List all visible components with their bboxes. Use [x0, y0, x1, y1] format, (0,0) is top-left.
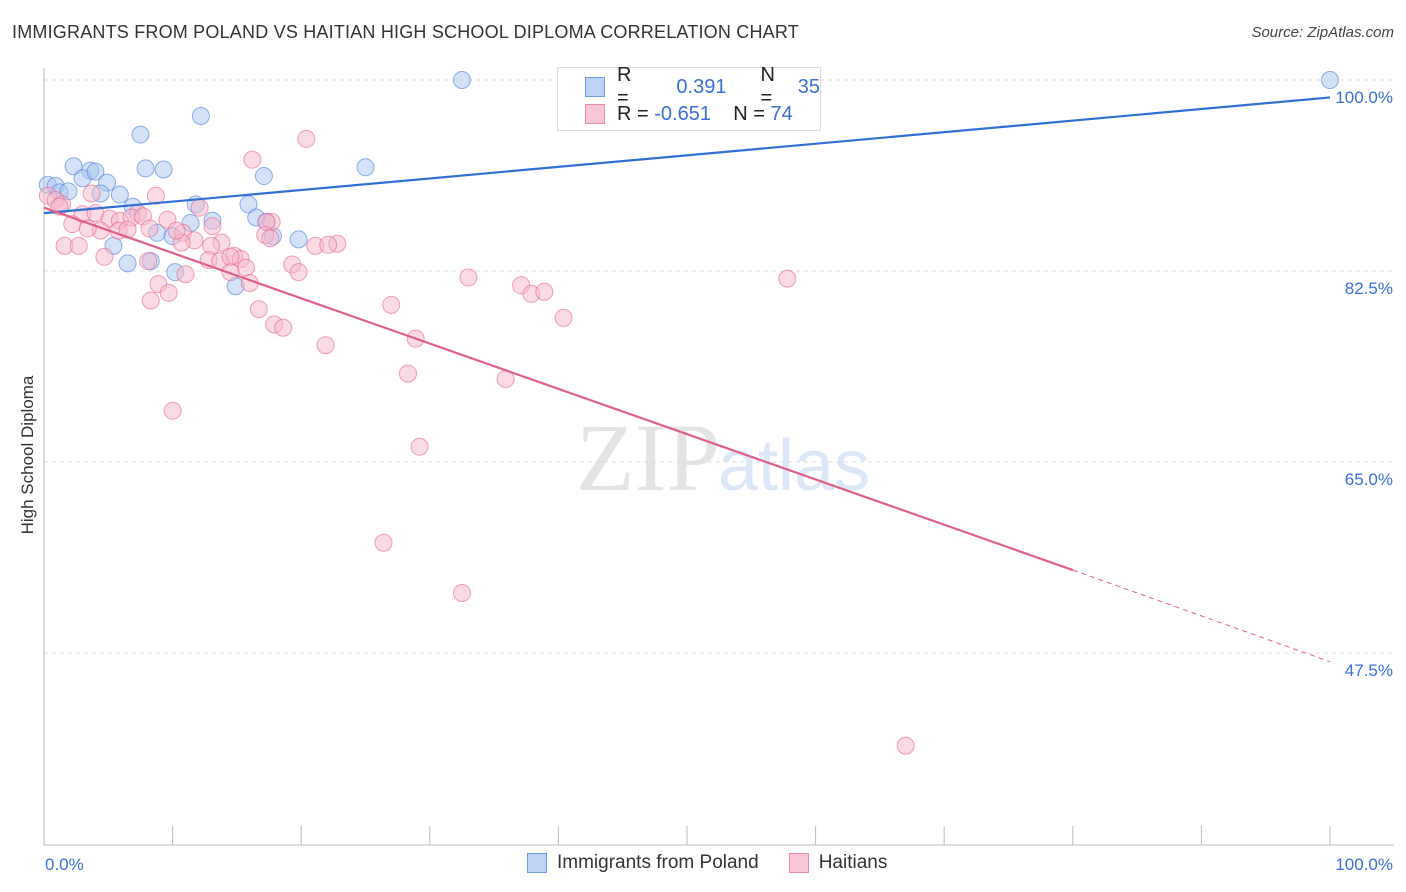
poland-point [136, 159, 155, 178]
n-value: 74 [770, 102, 793, 125]
watermark-atlas: atlas [718, 426, 870, 506]
haitians-point [398, 364, 417, 383]
n-label: N = [733, 102, 765, 125]
haitians-point [159, 283, 178, 302]
poland-point [131, 125, 150, 144]
legend-swatch-blue [527, 853, 547, 873]
legend-row-haitians: R = -0.651 N = 74 [585, 101, 793, 127]
r-label: R = [617, 102, 649, 125]
haitians-point [382, 295, 401, 314]
poland-point [154, 160, 173, 179]
poland-point [118, 254, 137, 273]
poland-trendline [43, 96, 1331, 215]
haitians-point [261, 229, 280, 248]
haitians-point [778, 269, 797, 288]
haitians-trendline [43, 206, 1074, 572]
poland-point [356, 158, 375, 177]
legend-label-haitians: Haitians [818, 852, 888, 873]
haitians-point [163, 401, 182, 420]
poland-point [254, 167, 273, 186]
haitians-point [95, 247, 114, 266]
haitians-point [236, 258, 255, 277]
haitians-point [140, 219, 159, 238]
haitians-point [82, 184, 101, 203]
haitians-point [274, 318, 293, 337]
haitians-point [297, 129, 316, 148]
y-tick-label: 65.0% [1345, 470, 1393, 489]
x-tick-label: 0.0% [45, 855, 84, 874]
y-tick-label: 82.5% [1345, 279, 1393, 298]
source-label: Source: ZipAtlas.com [1251, 24, 1394, 41]
haitians-point [316, 336, 335, 355]
r-value: -0.651 [654, 102, 711, 125]
legend-box: R = 0.391 N = 35 R = -0.651 N = 74 [557, 64, 821, 131]
poland-point [191, 107, 210, 126]
haitians-point [289, 263, 308, 282]
haitians-point [203, 217, 222, 236]
chart-title: IMMIGRANTS FROM POLAND VS HAITIAN HIGH S… [12, 22, 799, 42]
haitians-point [243, 150, 262, 169]
r-value: 0.391 [676, 75, 727, 98]
haitians-point [139, 252, 158, 271]
haitians-point [141, 291, 160, 310]
watermark-zip: ZIP [576, 404, 720, 511]
haitians-point [249, 300, 268, 319]
poland-point [64, 157, 83, 176]
haitians-point [554, 308, 573, 327]
bottom-legend: Immigrants from Poland Haitians [527, 852, 887, 874]
haitians-point [176, 265, 195, 284]
haitians-point [896, 736, 915, 755]
haitians-point [374, 533, 393, 552]
legend-swatch-blue [585, 77, 605, 97]
haitians-trendline-extension [1072, 569, 1331, 663]
legend-row-poland: R = 0.391 N = 35 [585, 64, 820, 109]
n-value: 35 [797, 75, 820, 98]
poland-point [110, 185, 129, 204]
n-label: N = [760, 64, 775, 109]
r-label: R = [616, 64, 632, 109]
legend-swatch-pink [585, 104, 605, 124]
haitians-point [459, 268, 478, 287]
haitians-point [535, 282, 554, 301]
legend-swatch-pink [788, 853, 809, 873]
haitians-point [452, 583, 471, 602]
poland-point [452, 71, 471, 89]
poland-point [1321, 71, 1339, 89]
haitians-point [167, 221, 186, 240]
poland-point [289, 230, 308, 249]
haitians-point [410, 437, 429, 456]
y-tick-label: 47.5% [1345, 661, 1393, 680]
x-tick-label: 100.0% [1335, 855, 1393, 874]
y-tick-label: 100.0% [1335, 88, 1393, 107]
haitians-point [69, 236, 88, 255]
legend-label-poland: Immigrants from Poland [557, 852, 759, 873]
haitians-point [190, 198, 209, 217]
haitians-point [319, 235, 338, 254]
poland-point [86, 162, 105, 181]
haitians-point [221, 247, 240, 266]
